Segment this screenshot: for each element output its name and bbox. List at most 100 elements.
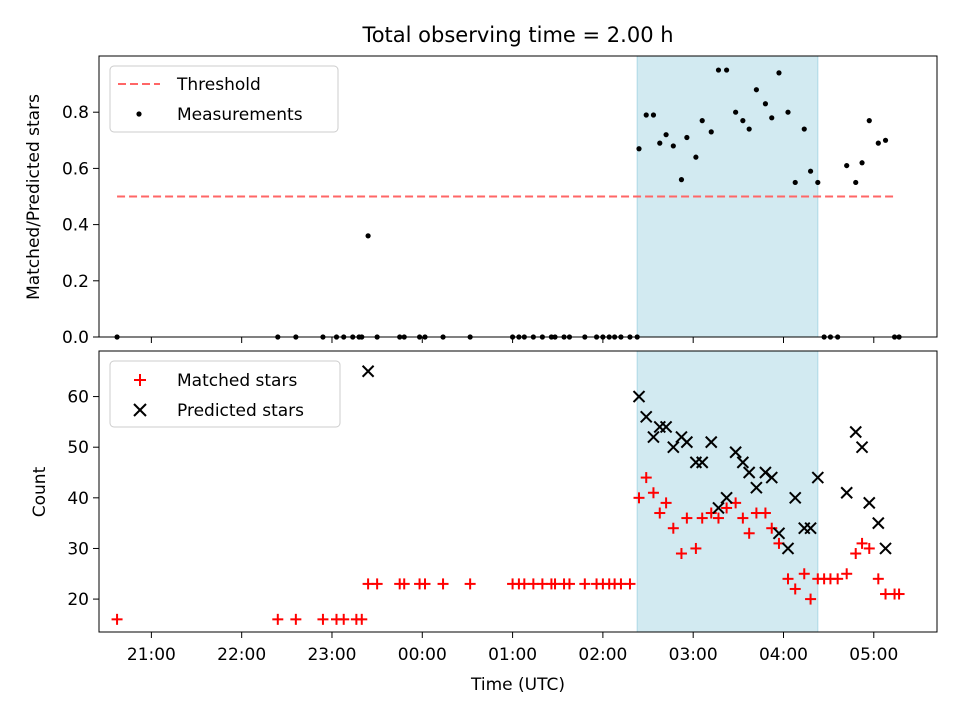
y-tick-label: 60 [67, 388, 89, 408]
predicted-star-point [781, 542, 795, 555]
top-x-axis-ticks [150, 337, 875, 343]
measurement-point [746, 126, 752, 132]
bottom-y-axis-label: Count [30, 466, 50, 517]
predicted-star-point [632, 390, 646, 403]
predicted-star-point [840, 486, 853, 499]
matched-star-point [640, 472, 652, 484]
predicted-star-point [742, 466, 756, 479]
measurement-point [733, 109, 739, 115]
x-stroke-b [640, 410, 653, 424]
predicted-star-point [729, 446, 742, 459]
measurement-point [636, 146, 642, 152]
x-stroke-b [781, 542, 795, 555]
matched-star-point [290, 613, 302, 625]
matched-star-point [437, 578, 449, 590]
legend-predicted-swatch [133, 403, 147, 417]
measurement-point [693, 154, 699, 160]
x-tick-label: 21:00 [127, 645, 176, 665]
bottom-y-axis-ticks: 20 30 40 50 60 [67, 388, 99, 610]
measurement-point [650, 112, 657, 118]
x-stroke-b [811, 471, 825, 484]
matched-star-point [633, 492, 645, 504]
matched-star-point [782, 573, 794, 585]
legend-measurements-swatch [136, 111, 142, 117]
matched-star-point [893, 588, 905, 600]
measurement-point [723, 67, 730, 73]
matched-star-point [712, 512, 724, 524]
x-stroke-b [742, 466, 756, 479]
matched-star-point [371, 578, 383, 590]
x-stroke-b [729, 446, 742, 459]
measurement-point [853, 179, 859, 186]
predicted-star-point [705, 435, 718, 449]
legend-threshold-label: Threshold [176, 75, 261, 95]
predicted-star-point [765, 471, 778, 484]
bottom-legend: Matched stars Predicted stars [109, 360, 341, 428]
x-stroke-b [705, 435, 718, 449]
x-stroke-b [765, 471, 778, 484]
predicted-star-point [811, 471, 825, 484]
x-tick-label: 03:00 [669, 645, 718, 665]
predicted-star-point [789, 491, 802, 505]
y-tick-label: 30 [67, 539, 89, 559]
y-tick-label: 0.0 [62, 328, 89, 348]
measurement-point [740, 118, 746, 124]
x-tick-label: 04:00 [759, 645, 808, 665]
matched-star-point [563, 578, 575, 590]
y-tick-label: 20 [67, 590, 89, 610]
top-y-axis-label: Matched/Predicted stars [24, 94, 44, 300]
matched-star-point [805, 593, 817, 605]
panel-bottom-frame [98, 350, 938, 633]
measurement-point [715, 67, 722, 73]
measurement-point [678, 177, 685, 183]
predicted-star-point [647, 430, 660, 444]
matched-star-point [675, 548, 687, 560]
matched-star-point [850, 548, 862, 560]
panel-top: 0.0 0.2 0.4 0.6 0.8 Total observing time = 2… [24, 23, 938, 348]
bottom-x-axis-ticks: 21:00 22:00 23:00 00:00 01:00 02:00 03:00 04:00… [127, 632, 898, 665]
matched-star-point [856, 537, 868, 549]
top-legend-box [109, 65, 339, 133]
shade-rect [636, 55, 819, 338]
x-stroke-b [772, 527, 786, 540]
predicted-star-point [772, 527, 786, 540]
legend-predicted-label: Predicted stars [177, 401, 304, 421]
top-legend: Threshold Measurements [109, 65, 339, 133]
measurement-point [815, 179, 821, 186]
predicted-star-point [720, 491, 733, 505]
matched-star-point [759, 507, 771, 519]
measurement-point [807, 168, 814, 174]
x-stroke-b [879, 542, 892, 555]
matched-star-point [317, 613, 329, 625]
x-stroke-b [872, 516, 885, 530]
measurement-point [776, 70, 782, 76]
x-stroke-b [840, 486, 853, 499]
x-stroke-b [647, 430, 660, 444]
matched-star-point [705, 507, 717, 519]
x-stroke-b [855, 440, 869, 454]
predicted-star-point [659, 420, 673, 434]
predicted-star-point [667, 440, 680, 454]
y-tick-label: 40 [67, 489, 89, 509]
matched-star-point [766, 522, 778, 534]
matched-star-point [841, 568, 853, 580]
panel-bottom: 20 30 40 50 60 21:00 22:00 23:00 00:00 01:00 02:0… [30, 350, 938, 695]
predicted-star-point [849, 425, 862, 439]
y-tick-label: 50 [67, 438, 89, 458]
measurement-point [643, 112, 649, 118]
observing-window-shade [636, 55, 819, 338]
y-tick-label: 0.6 [62, 159, 89, 179]
matched-star-point [272, 613, 284, 625]
measurement-point [866, 118, 872, 124]
measurement-point [365, 233, 371, 239]
measurement-point [859, 160, 865, 166]
matched-star-point [647, 487, 659, 499]
matched-star-point [737, 512, 749, 524]
x-tick-label: 05:00 [849, 645, 898, 665]
x-stroke-b [736, 456, 750, 469]
measurement-point [708, 129, 714, 135]
matched-star-point [789, 583, 801, 595]
matched-star-point [398, 578, 410, 590]
measurement-point [785, 109, 791, 115]
